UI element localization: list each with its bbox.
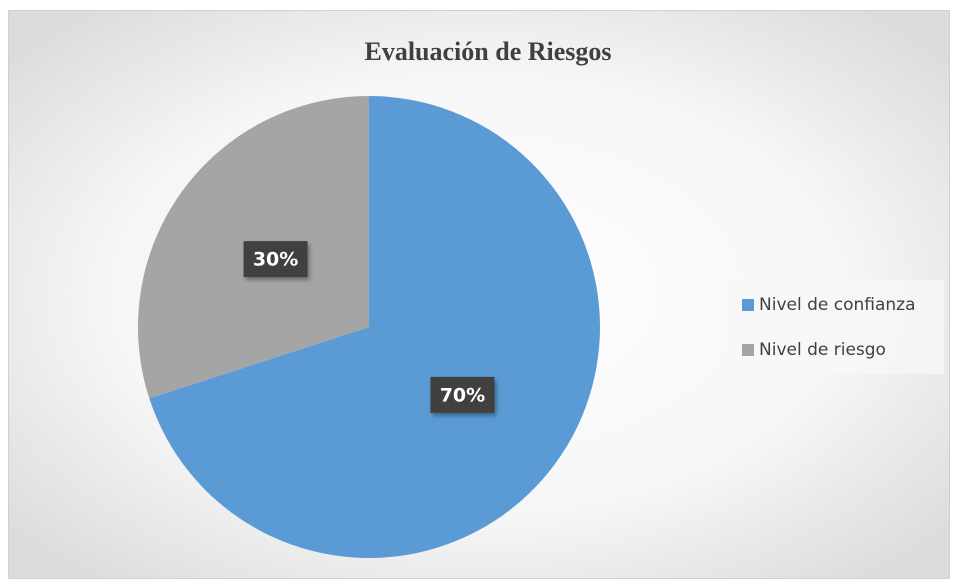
value-label: 70% [440,384,485,406]
value-label-box [243,241,308,278]
value-label: 30% [253,249,298,271]
chart-title: Evaluación de Riesgos [364,37,611,66]
pie-slice [149,96,600,558]
legend-swatch [742,299,754,311]
legend-swatch [742,344,754,356]
legend-box [728,280,944,374]
legend-label: Nivel de riesgo [759,340,886,360]
legend-label: Nivel de confianza [759,295,916,315]
value-label-box [430,376,495,413]
